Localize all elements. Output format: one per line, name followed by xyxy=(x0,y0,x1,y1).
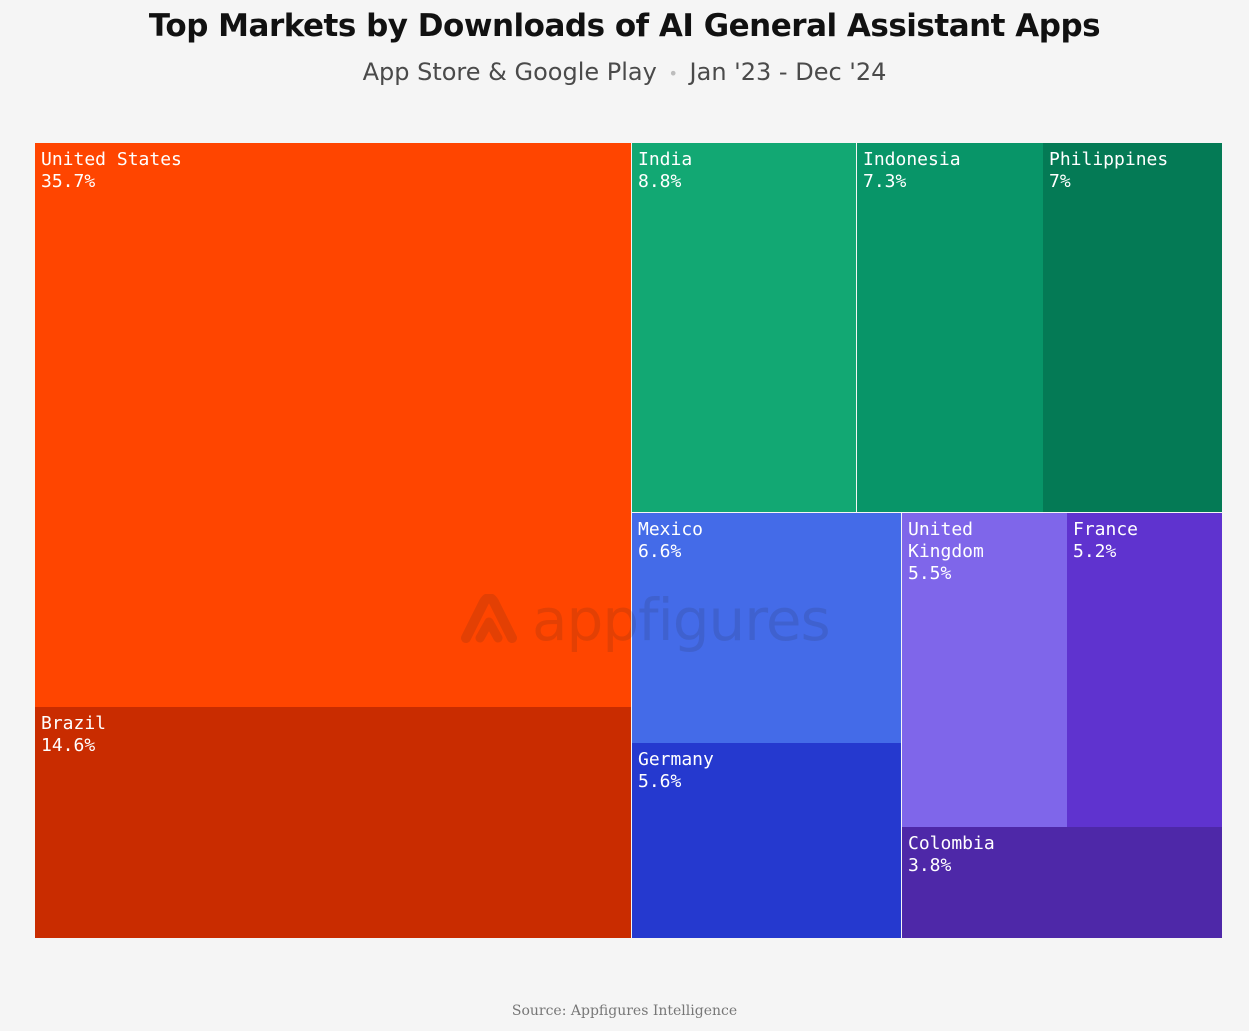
treemap-label-brazil: Brazil 14.6% xyxy=(41,713,627,757)
cell-value: 7% xyxy=(1049,171,1071,192)
cell-name: India xyxy=(638,149,693,170)
subtitle-stores: App Store & Google Play xyxy=(362,58,657,86)
treemap-label-indonesia: Indonesia 7.3% xyxy=(863,149,1039,193)
subtitle-separator: • xyxy=(668,63,678,83)
chart-title: Top Markets by Downloads of AI General A… xyxy=(148,8,1101,44)
treemap-label-united-kingdom: United Kingdom 5.5% xyxy=(908,519,1063,585)
cell-name: United Kingdom xyxy=(908,519,984,562)
subtitle-period: Jan '23 - Dec '24 xyxy=(689,58,887,86)
treemap-label-united-states: United States 35.7% xyxy=(41,149,627,193)
cell-name: Mexico xyxy=(638,519,704,540)
treemap-cell-germany: Germany 5.6% xyxy=(632,743,901,938)
treemap-cell-mexico: Mexico 6.6% xyxy=(632,513,901,743)
treemap-cell-colombia: Colombia 3.8% xyxy=(902,827,1222,938)
cell-name: Philippines xyxy=(1049,149,1169,170)
treemap-label-mexico: Mexico 6.6% xyxy=(638,519,897,563)
chart-subtitle: App Store & Google Play • Jan '23 - Dec … xyxy=(0,58,1249,86)
cell-value: 7.3% xyxy=(863,171,907,192)
treemap-chart: United States 35.7% Brazil 14.6% India 8.8% In… xyxy=(35,143,1222,938)
treemap-cell-france: France 5.2% xyxy=(1067,513,1222,827)
treemap-cell-indonesia: Indonesia 7.3% xyxy=(857,143,1043,512)
treemap-cell-brazil: Brazil 14.6% xyxy=(35,707,631,938)
cell-value: 8.8% xyxy=(638,171,682,192)
treemap-label-colombia: Colombia 3.8% xyxy=(908,833,1218,877)
treemap-cell-united-kingdom: United Kingdom 5.5% xyxy=(902,513,1067,827)
treemap-label-france: France 5.2% xyxy=(1073,519,1218,563)
cell-value: 5.6% xyxy=(638,771,682,792)
cell-name: Indonesia xyxy=(863,149,961,170)
cell-value: 5.5% xyxy=(908,563,952,584)
cell-value: 35.7% xyxy=(41,171,96,192)
cell-value: 14.6% xyxy=(41,735,96,756)
cell-value: 5.2% xyxy=(1073,541,1117,562)
treemap-label-germany: Germany 5.6% xyxy=(638,749,897,793)
cell-name: Colombia xyxy=(908,833,995,854)
treemap-label-philippines: Philippines 7% xyxy=(1049,149,1218,193)
cell-name: France xyxy=(1073,519,1139,540)
treemap-label-india: India 8.8% xyxy=(638,149,852,193)
treemap-cell-philippines: Philippines 7% xyxy=(1043,143,1222,512)
cell-value: 6.6% xyxy=(638,541,682,562)
treemap-cell-india: India 8.8% xyxy=(632,143,856,512)
treemap-cell-united-states: United States 35.7% xyxy=(35,143,631,707)
cell-name: Brazil xyxy=(41,713,107,734)
cell-name: United States xyxy=(41,149,182,170)
source-note: Source: Appfigures Intelligence xyxy=(511,1003,738,1019)
cell-name: Germany xyxy=(638,749,714,770)
cell-value: 3.8% xyxy=(908,855,952,876)
